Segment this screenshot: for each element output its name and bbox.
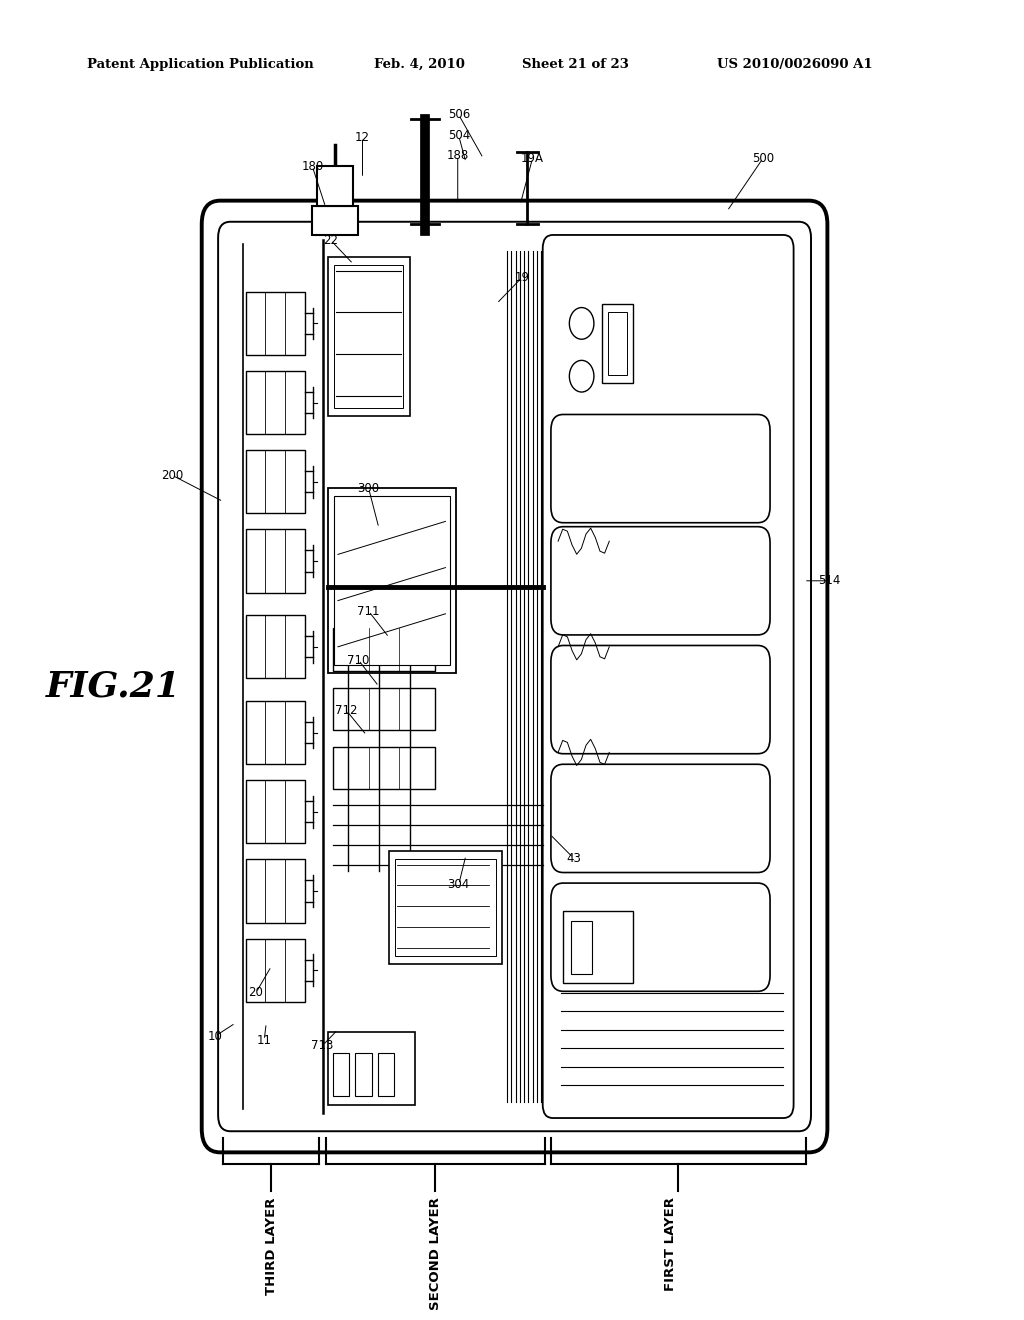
Text: 11: 11 — [257, 1034, 271, 1047]
Bar — [246, 780, 305, 843]
Text: 12: 12 — [355, 131, 370, 144]
FancyBboxPatch shape — [551, 527, 770, 635]
Bar — [246, 701, 305, 764]
Text: 504: 504 — [447, 129, 470, 143]
Text: 300: 300 — [357, 482, 380, 495]
Text: 180: 180 — [301, 160, 324, 173]
Text: 200: 200 — [161, 469, 183, 482]
Text: 188: 188 — [446, 149, 469, 162]
Text: 711: 711 — [357, 605, 380, 618]
Bar — [246, 529, 305, 593]
Bar — [328, 488, 456, 673]
Bar — [389, 851, 502, 964]
Bar — [246, 371, 305, 434]
Bar — [571, 921, 592, 974]
Bar — [246, 939, 305, 1002]
Text: 10: 10 — [208, 1030, 222, 1043]
Text: 19A: 19A — [521, 152, 544, 165]
Text: FIRST LAYER: FIRST LAYER — [665, 1197, 677, 1291]
FancyBboxPatch shape — [551, 883, 770, 991]
Bar — [246, 292, 305, 355]
Bar — [563, 911, 633, 983]
Text: 20: 20 — [249, 986, 263, 999]
Text: 710: 710 — [347, 653, 370, 667]
Text: SECOND LAYER: SECOND LAYER — [429, 1197, 441, 1311]
Bar — [333, 1053, 349, 1096]
Text: 712: 712 — [335, 704, 357, 717]
Bar — [333, 688, 435, 730]
FancyBboxPatch shape — [202, 201, 827, 1152]
FancyBboxPatch shape — [543, 235, 794, 1118]
Text: THIRD LAYER: THIRD LAYER — [265, 1197, 278, 1295]
Bar — [317, 166, 353, 206]
Bar — [355, 1053, 372, 1096]
Text: 514: 514 — [818, 574, 841, 587]
Bar — [378, 1053, 394, 1096]
Bar — [333, 628, 435, 671]
Bar — [246, 615, 305, 678]
Text: 43: 43 — [566, 851, 581, 865]
Bar — [334, 496, 450, 665]
Text: 713: 713 — [311, 1039, 334, 1052]
Text: Sheet 21 of 23: Sheet 21 of 23 — [522, 58, 629, 71]
Bar — [246, 450, 305, 513]
Text: 22: 22 — [324, 234, 338, 247]
Bar — [602, 304, 633, 383]
Text: 506: 506 — [447, 108, 470, 121]
Bar — [333, 747, 435, 789]
Bar — [334, 265, 403, 408]
Text: Patent Application Publication: Patent Application Publication — [87, 58, 313, 71]
Bar — [395, 859, 496, 956]
Bar — [246, 859, 305, 923]
FancyBboxPatch shape — [551, 414, 770, 523]
Text: 304: 304 — [447, 878, 470, 891]
Text: FIG.21: FIG.21 — [46, 669, 181, 704]
Bar — [328, 257, 410, 416]
Text: Feb. 4, 2010: Feb. 4, 2010 — [374, 58, 465, 71]
FancyBboxPatch shape — [551, 645, 770, 754]
FancyBboxPatch shape — [218, 222, 811, 1131]
Text: 19: 19 — [515, 271, 529, 284]
Text: US 2010/0026090 A1: US 2010/0026090 A1 — [717, 58, 872, 71]
Bar — [312, 206, 358, 235]
Text: 500: 500 — [752, 152, 774, 165]
Bar — [328, 1032, 415, 1105]
FancyBboxPatch shape — [551, 764, 770, 873]
Bar — [608, 312, 627, 375]
